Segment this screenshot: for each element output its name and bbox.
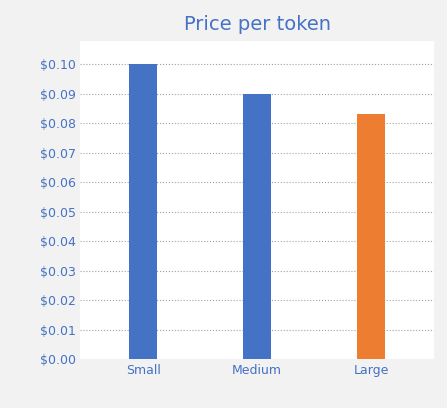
Title: Price per token: Price per token <box>184 15 330 34</box>
Bar <box>243 94 271 359</box>
Bar <box>357 115 385 359</box>
Bar <box>129 64 157 359</box>
